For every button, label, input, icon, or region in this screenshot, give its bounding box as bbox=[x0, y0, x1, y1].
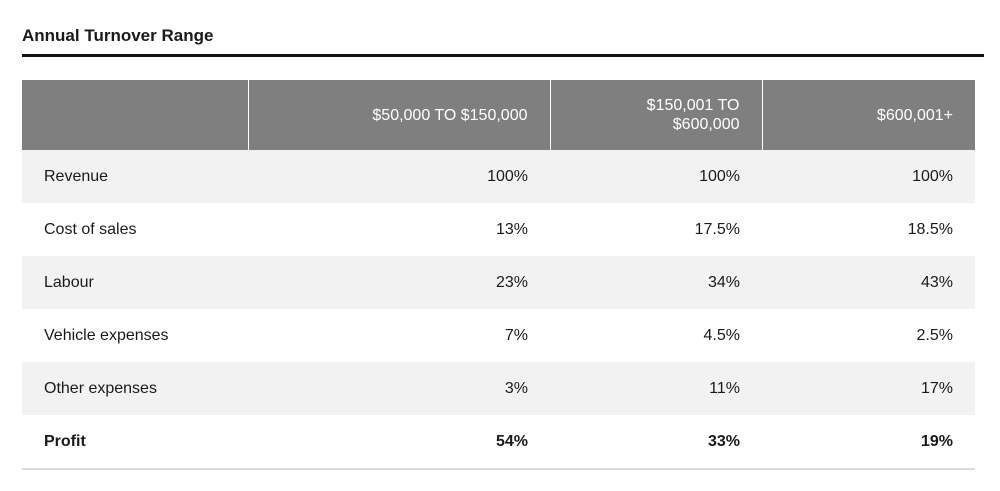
table-row-cost-of-sales: Cost of sales 13% 17.5% 18.5% bbox=[22, 203, 975, 256]
row-label: Other expenses bbox=[22, 362, 248, 415]
cell-value: 43% bbox=[762, 256, 975, 309]
table-header-row: $50,000 TO $150,000 $150,001 TO $600,000… bbox=[22, 80, 975, 150]
cell-value: 13% bbox=[248, 203, 550, 256]
table-row-revenue: Revenue 100% 100% 100% bbox=[22, 150, 975, 203]
cell-value: 7% bbox=[248, 309, 550, 362]
row-label: Revenue bbox=[22, 150, 248, 203]
table-row-vehicle-expenses: Vehicle expenses 7% 4.5% 2.5% bbox=[22, 309, 975, 362]
cell-value: 2.5% bbox=[762, 309, 975, 362]
cell-value: 17% bbox=[762, 362, 975, 415]
page-title: Annual Turnover Range bbox=[22, 26, 214, 45]
title-divider bbox=[22, 54, 984, 57]
row-label: Cost of sales bbox=[22, 203, 248, 256]
cell-value: 54% bbox=[248, 415, 550, 470]
header-range-mid: $150,001 TO $600,000 bbox=[549, 80, 762, 150]
cell-value: 3% bbox=[248, 362, 550, 415]
table-row-other-expenses: Other expenses 3% 11% 17% bbox=[22, 362, 975, 415]
header-range-high: $600,001+ bbox=[761, 80, 975, 150]
row-label: Profit bbox=[22, 415, 248, 470]
cell-value: 100% bbox=[248, 150, 550, 203]
cell-value: 11% bbox=[550, 362, 762, 415]
turnover-table: $50,000 TO $150,000 $150,001 TO $600,000… bbox=[22, 80, 975, 470]
cell-value: 17.5% bbox=[550, 203, 762, 256]
cell-value: 23% bbox=[248, 256, 550, 309]
row-label: Vehicle expenses bbox=[22, 309, 248, 362]
header-range-mid-line2: $600,000 bbox=[672, 116, 740, 133]
cell-value: 4.5% bbox=[550, 309, 762, 362]
header-range-mid-line1: $150,001 TO bbox=[646, 97, 740, 114]
cell-value: 100% bbox=[550, 150, 762, 203]
cell-value: 34% bbox=[550, 256, 762, 309]
cell-value: 19% bbox=[762, 415, 975, 470]
table-row-profit: Profit 54% 33% 19% bbox=[22, 415, 975, 470]
cell-value: 18.5% bbox=[762, 203, 975, 256]
table-row-labour: Labour 23% 34% 43% bbox=[22, 256, 975, 309]
cell-value: 100% bbox=[762, 150, 975, 203]
header-range-low: $50,000 TO $150,000 bbox=[247, 80, 550, 150]
header-label-column bbox=[22, 80, 248, 150]
row-label: Labour bbox=[22, 256, 248, 309]
cell-value: 33% bbox=[550, 415, 762, 470]
